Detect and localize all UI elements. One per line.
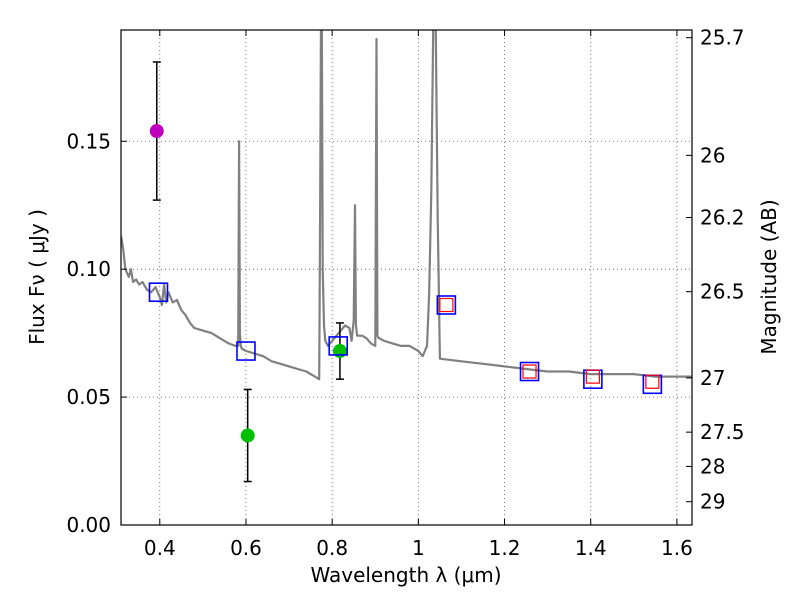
observed-point: [332, 344, 347, 359]
sed-line: [121, 30, 692, 381]
y2-axis-label: Magnitude (AB): [757, 199, 781, 354]
y-tick-label: 0.10: [66, 257, 111, 281]
model-photometry-marker: [436, 295, 457, 315]
model-photometry-marker: [328, 336, 348, 356]
sed-layer: [121, 30, 692, 381]
axis-tick-labels: 0.4 0.6 0.8 1 1.2 1.4 1.6 0.00 0.05 0.10 0.15 25.7 2…: [66, 26, 744, 560]
model-photometry-marker: [519, 361, 540, 382]
observed-point: [240, 428, 255, 443]
model-photometry-marker: [236, 341, 256, 361]
y2-tick-label: 26: [700, 143, 725, 167]
plot-data-area: [121, 30, 692, 483]
nir-observation-marker: [439, 297, 454, 313]
x-tick-label: 1.6: [661, 536, 693, 560]
marker-layer: [148, 61, 663, 483]
model-photometry-marker: [148, 282, 169, 303]
y2-tick-label: 26.2: [700, 206, 745, 230]
x-tick-label: 0.4: [144, 536, 176, 560]
y2-tick-label: 28: [700, 454, 725, 478]
y-tick-label: 0.15: [66, 129, 111, 153]
y2-tick-label: 27.5: [700, 420, 745, 444]
nir-observation-marker: [585, 369, 600, 384]
x-tick-label: 1: [412, 536, 425, 560]
y2-tick-label: 25.7: [700, 26, 745, 50]
y2-tick-label: 26.5: [700, 280, 745, 304]
x-tick-label: 0.8: [316, 536, 348, 560]
y-tick-label: 0.00: [66, 513, 111, 537]
x-tick-label: 1.2: [489, 536, 521, 560]
nir-observation-marker: [645, 374, 660, 389]
observed-point: [149, 124, 164, 139]
grid-lines: [121, 30, 692, 526]
x-tick-label: 0.6: [230, 536, 262, 560]
y-tick-label: 0.05: [66, 385, 111, 409]
y-axis-label: Flux Fν ( μJy ): [25, 209, 49, 345]
x-axis-label: Wavelength λ (μm): [310, 563, 501, 587]
axis-ticks: [121, 30, 692, 526]
plot-frame: [120, 29, 693, 526]
x-tick-label: 1.4: [575, 536, 607, 560]
y2-tick-label: 27: [700, 366, 725, 390]
nir-observation-marker: [522, 364, 537, 379]
y2-tick-label: 29: [700, 490, 725, 514]
